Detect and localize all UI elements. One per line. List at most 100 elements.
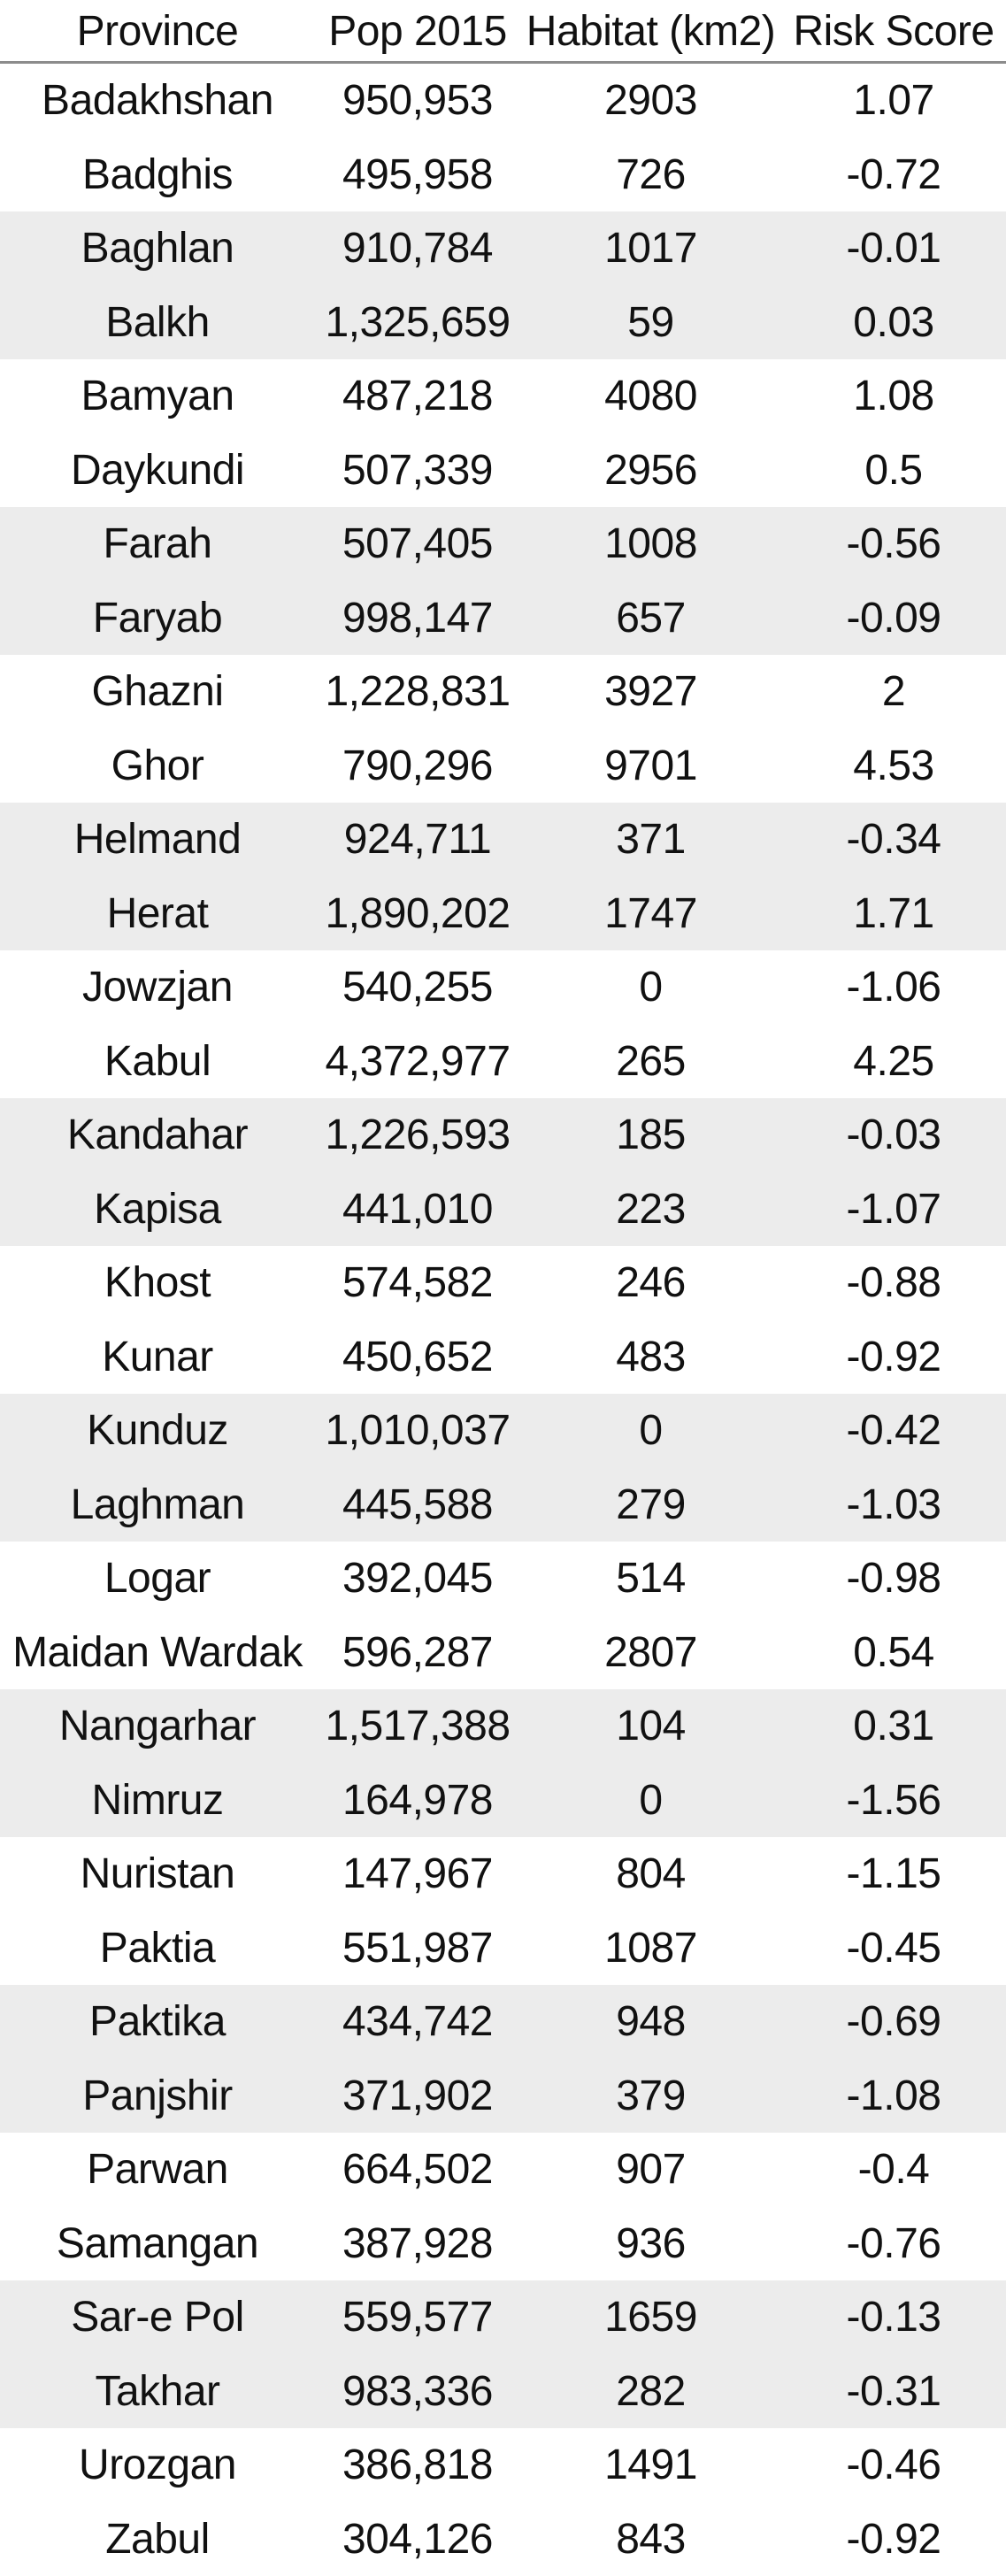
cell-risk-score: -0.4: [781, 2133, 1006, 2207]
header-habitat: Habitat (km2): [520, 0, 781, 64]
header-risk-score: Risk Score: [781, 0, 1006, 64]
cell-pop-2015: 507,405: [315, 507, 520, 581]
cell-pop-2015: 450,652: [315, 1320, 520, 1395]
cell-habitat: 1017: [520, 211, 781, 286]
cell-province: Farah: [0, 507, 315, 581]
cell-habitat: 2807: [520, 1616, 781, 1690]
cell-province: Panjshir: [0, 2059, 315, 2134]
cell-risk-score: 1.07: [781, 64, 1006, 138]
cell-habitat: 246: [520, 1246, 781, 1320]
cell-risk-score: 1.71: [781, 877, 1006, 951]
cell-pop-2015: 386,818: [315, 2428, 520, 2503]
cell-risk-score: -0.72: [781, 138, 1006, 212]
cell-habitat: 1087: [520, 1911, 781, 1986]
cell-province: Kapisa: [0, 1173, 315, 1247]
cell-pop-2015: 495,958: [315, 138, 520, 212]
cell-province: Maidan Wardak: [0, 1616, 315, 1690]
cell-province: Kandahar: [0, 1098, 315, 1173]
cell-habitat: 657: [520, 581, 781, 656]
cell-habitat: 3927: [520, 655, 781, 729]
cell-habitat: 936: [520, 2207, 781, 2281]
cell-risk-score: -0.01: [781, 211, 1006, 286]
cell-province: Faryab: [0, 581, 315, 656]
cell-pop-2015: 540,255: [315, 950, 520, 1025]
cell-pop-2015: 445,588: [315, 1468, 520, 1542]
cell-habitat: 2903: [520, 64, 781, 138]
cell-risk-score: -0.92: [781, 2503, 1006, 2576]
cell-province: Kabul: [0, 1025, 315, 1099]
cell-risk-score: -1.07: [781, 1173, 1006, 1247]
cell-risk-score: -0.92: [781, 1320, 1006, 1395]
cell-province: Zabul: [0, 2503, 315, 2576]
cell-pop-2015: 983,336: [315, 2355, 520, 2429]
cell-pop-2015: 950,953: [315, 64, 520, 138]
cell-risk-score: -0.13: [781, 2280, 1006, 2355]
cell-habitat: 1659: [520, 2280, 781, 2355]
cell-province: Nuristan: [0, 1837, 315, 1911]
cell-habitat: 2956: [520, 434, 781, 508]
cell-habitat: 59: [520, 286, 781, 360]
cell-pop-2015: 1,325,659: [315, 286, 520, 360]
header-pop-2015: Pop 2015: [315, 0, 520, 64]
cell-pop-2015: 1,226,593: [315, 1098, 520, 1173]
cell-province: Kunduz: [0, 1394, 315, 1468]
cell-habitat: 185: [520, 1098, 781, 1173]
cell-habitat: 9701: [520, 729, 781, 804]
cell-pop-2015: 574,582: [315, 1246, 520, 1320]
cell-province: Ghazni: [0, 655, 315, 729]
cell-pop-2015: 434,742: [315, 1985, 520, 2059]
cell-habitat: 1491: [520, 2428, 781, 2503]
cell-risk-score: -0.09: [781, 581, 1006, 656]
cell-habitat: 371: [520, 803, 781, 877]
cell-province: Paktika: [0, 1985, 315, 2059]
cell-habitat: 4080: [520, 359, 781, 434]
cell-risk-score: 4.25: [781, 1025, 1006, 1099]
cell-province: Ghor: [0, 729, 315, 804]
cell-risk-score: 0.54: [781, 1616, 1006, 1690]
header-province: Province: [0, 0, 315, 64]
cell-habitat: 104: [520, 1689, 781, 1764]
cell-pop-2015: 596,287: [315, 1616, 520, 1690]
cell-risk-score: -0.45: [781, 1911, 1006, 1986]
cell-province: Paktia: [0, 1911, 315, 1986]
cell-pop-2015: 387,928: [315, 2207, 520, 2281]
cell-habitat: 948: [520, 1985, 781, 2059]
cell-risk-score: 0.5: [781, 434, 1006, 508]
cell-pop-2015: 910,784: [315, 211, 520, 286]
cell-province: Samangan: [0, 2207, 315, 2281]
cell-habitat: 514: [520, 1542, 781, 1616]
cell-habitat: 265: [520, 1025, 781, 1099]
cell-risk-score: -0.31: [781, 2355, 1006, 2429]
cell-risk-score: -0.56: [781, 507, 1006, 581]
cell-habitat: 279: [520, 1468, 781, 1542]
cell-pop-2015: 392,045: [315, 1542, 520, 1616]
cell-province: Khost: [0, 1246, 315, 1320]
cell-pop-2015: 559,577: [315, 2280, 520, 2355]
cell-province: Helmand: [0, 803, 315, 877]
cell-risk-score: -1.08: [781, 2059, 1006, 2134]
cell-risk-score: -0.46: [781, 2428, 1006, 2503]
cell-habitat: 0: [520, 950, 781, 1025]
cell-risk-score: -1.06: [781, 950, 1006, 1025]
